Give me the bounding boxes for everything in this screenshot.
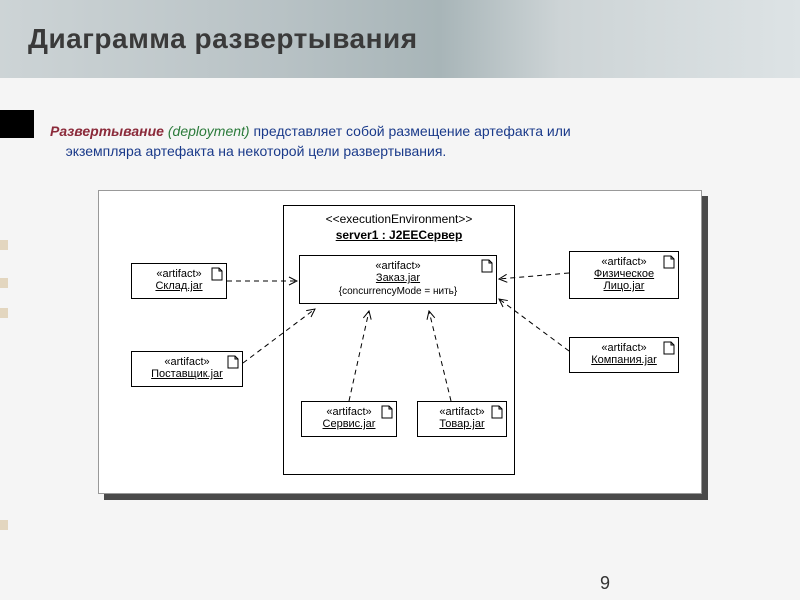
artifact-zakaz: «artifact» Заказ.jar {concurrencyMode = … [299,255,497,304]
slide-header: Диаграмма развертывания [0,0,800,78]
term: Развертывание [50,123,164,139]
artifact-name: Товар.jar [424,418,500,430]
stereo: «artifact» [424,406,500,418]
deployment-diagram: <<executionEnvironment>> server1 : J2EEС… [98,190,702,494]
desc-text-2: экземпляра артефакта на некоторой цели р… [66,143,447,159]
description-paragraph: Развертывание ((deployment)deployment) п… [50,122,760,161]
artifact-name: Сервис.jar [308,418,390,430]
artifact-sklad: «artifact» Склад.jar [131,263,227,299]
artifact-postavshchik: «artifact» Поставщик.jar [131,351,243,387]
artifact-servis: «artifact» Сервис.jar [301,401,397,437]
stereo: «artifact» [308,406,390,418]
slide-title: Диаграмма развертывания [28,23,418,55]
artifact-name: Физическое [576,268,672,280]
paren: ((deployment)deployment) [168,123,254,139]
stereo: «artifact» [306,260,490,272]
decor-stripe [0,520,8,530]
decor-black-block [0,110,34,138]
artifact-name: Компания.jar [576,354,672,366]
env-label: <<executionEnvironment>> server1 : J2EEС… [284,212,514,243]
artifact-tag: {concurrencyMode = нить} [306,286,490,297]
document-icon [491,405,503,419]
stereo: «artifact» [138,356,236,368]
decor-stripe [0,278,8,288]
artifact-fizlico: «artifact» Физическое Лицо.jar [569,251,679,299]
document-icon [211,267,223,281]
env-stereo: <<executionEnvironment>> [326,212,473,226]
document-icon [481,259,493,273]
page-number: 9 [600,573,610,594]
artifact-name: Поставщик.jar [138,368,236,380]
artifact-tovar: «artifact» Товар.jar [417,401,507,437]
document-icon [227,355,239,369]
document-icon [663,341,675,355]
artifact-name-2: Лицо.jar [576,280,672,292]
decor-stripe [0,240,8,250]
decor-stripe [0,308,8,318]
artifact-kompaniya: «artifact» Компания.jar [569,337,679,373]
artifact-name: Заказ.jar [306,272,490,284]
desc-text-1: представляет собой размещение артефакта … [253,123,570,139]
stereo: «artifact» [138,268,220,280]
document-icon [381,405,393,419]
stereo: «artifact» [576,256,672,268]
document-icon [663,255,675,269]
env-name: server1 : J2EEСервер [336,228,463,242]
stereo: «artifact» [576,342,672,354]
artifact-name: Склад.jar [138,280,220,292]
